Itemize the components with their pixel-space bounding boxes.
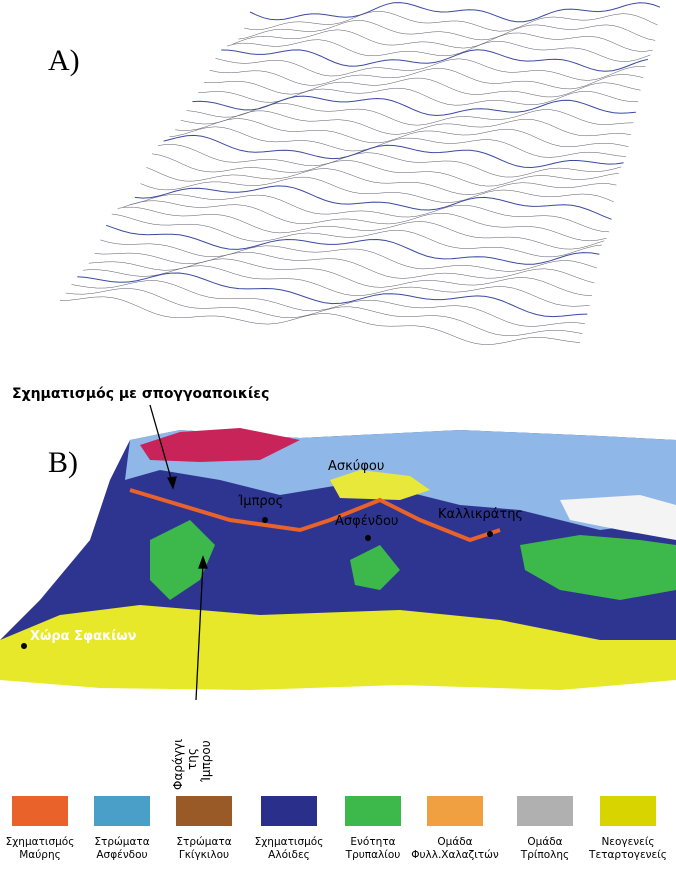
contour-line <box>95 252 595 283</box>
legend: ΣχηματισμόςΜαύρηςΣτρώματαΑσφένδουΣτρώματ… <box>6 796 667 861</box>
contour-line <box>233 30 653 52</box>
legend-swatch <box>176 796 232 826</box>
contour-line <box>129 195 609 232</box>
contour-line <box>187 103 634 125</box>
legend-label: Γκίγκιλου <box>179 849 229 861</box>
legend-label: Ομάδα <box>437 836 472 848</box>
contour-line <box>181 111 631 136</box>
gorge-label: Φαράγγι της Ίμπρου <box>171 739 213 790</box>
contour-line <box>89 259 592 296</box>
legend-swatch <box>94 796 150 826</box>
place-label: Χώρα Σφακίων <box>30 629 137 644</box>
gorge-line: Φαράγγι <box>171 739 185 790</box>
gorge-line: Ίμπρου <box>199 740 213 783</box>
legend-swatch <box>517 796 573 826</box>
contour-line <box>60 297 580 345</box>
contour-map <box>60 3 660 345</box>
legend-label: Ομάδα <box>527 836 562 848</box>
gorge-line: της <box>185 748 199 770</box>
legend-label: Σχηματισμός <box>6 836 75 848</box>
contour-line <box>100 240 597 271</box>
legend-swatch <box>261 796 317 826</box>
legend-label: Φυλλ.Χαλαζιτών <box>411 849 499 861</box>
contour-line <box>77 273 587 317</box>
contour-line <box>210 68 643 89</box>
legend-swatch <box>345 796 401 826</box>
contour-line <box>118 207 605 249</box>
contour-line <box>192 96 635 115</box>
contour-line <box>239 20 656 40</box>
place-label: Ασκύφου <box>328 459 384 474</box>
legend-swatch <box>600 796 656 826</box>
panel-label: B) <box>48 446 78 479</box>
contour-line <box>106 225 599 264</box>
contour-line <box>112 214 602 257</box>
legend-label: Νεογενείς <box>601 836 654 848</box>
panel-label: A) <box>48 44 80 77</box>
legend-label: Στρώματα <box>94 836 149 848</box>
figure: A) Σχηματισμός με σπογγοαποικίες Ασκύφου… <box>0 0 676 869</box>
place-label: Καλλικράτης <box>438 507 523 522</box>
legend-label: Ασφένδου <box>96 849 147 861</box>
contour-line <box>204 78 641 97</box>
annotation: Σχηματισμός με σπογγοαποικίες <box>12 386 269 402</box>
legend-swatch <box>427 796 483 826</box>
contour-line <box>169 127 626 158</box>
legend-label: Τρίπολης <box>520 849 569 861</box>
legend-label: Τεταρτογενείς <box>588 849 667 861</box>
legend-label: Σχηματισμός <box>255 836 324 848</box>
contour-line <box>198 88 638 105</box>
place-label: Ίμπρος <box>237 494 283 509</box>
contour-line <box>250 3 660 22</box>
contour-line <box>66 288 583 335</box>
legend-label: Αλόιδες <box>268 849 310 861</box>
contour-line <box>158 144 621 177</box>
contour-line <box>221 50 648 72</box>
contour-line <box>83 266 590 307</box>
legend-label: Στρώματα <box>176 836 231 848</box>
place-label: Ασφένδου <box>335 514 398 529</box>
contour-line <box>152 154 619 186</box>
legend-label: Τρυπαλίου <box>345 849 401 861</box>
legend-label: Ενότητα <box>350 836 395 848</box>
legend-swatch <box>12 796 68 826</box>
contour-line <box>216 58 646 80</box>
legend-label: Μαύρης <box>19 849 61 861</box>
